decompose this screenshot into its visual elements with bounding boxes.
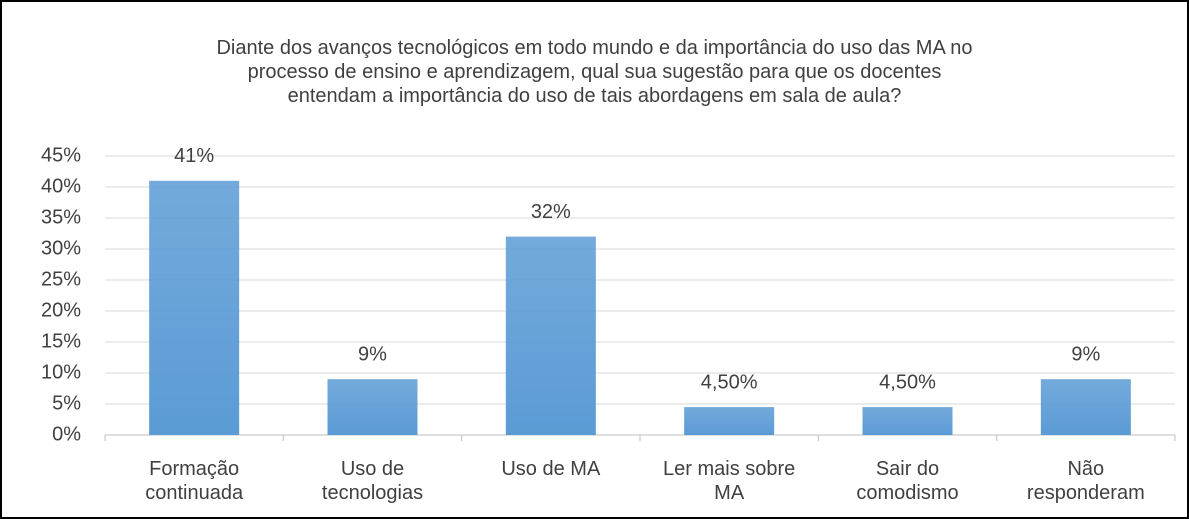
- bar: [327, 379, 418, 435]
- y-tick-label: 5%: [52, 392, 81, 414]
- y-tick-label: 40%: [41, 175, 81, 197]
- y-tick-label: 45%: [41, 144, 81, 166]
- data-label: 9%: [358, 343, 387, 365]
- x-tick-label: Não responderam: [1026, 458, 1145, 504]
- y-tick-label: 30%: [41, 237, 81, 259]
- data-label: 41%: [174, 145, 214, 167]
- bar: [505, 236, 596, 435]
- data-label: 32%: [531, 201, 571, 223]
- x-tick-label: Uso de tecnologias: [321, 458, 424, 504]
- x-tick-label: Ler mais sobre MA: [663, 458, 796, 504]
- data-label: 9%: [1071, 343, 1100, 365]
- data-label: 4,50%: [701, 371, 758, 393]
- x-tick-label: Sair do comodismo: [856, 458, 959, 504]
- bar: [149, 180, 240, 435]
- y-tick-label: 0%: [52, 423, 81, 445]
- bar: [1040, 379, 1131, 435]
- bar: [684, 407, 775, 435]
- data-label: 4,50%: [879, 371, 936, 393]
- y-tick-label: 20%: [41, 299, 81, 321]
- y-tick-label: 25%: [41, 268, 81, 290]
- y-tick-label: 35%: [41, 206, 81, 228]
- y-tick-label: 15%: [41, 330, 81, 352]
- chart-title: Diante dos avanços tecnológicos em todo …: [216, 37, 973, 107]
- x-tick-label: Formação continuada: [145, 458, 244, 504]
- bar: [862, 407, 953, 435]
- y-tick-label: 10%: [41, 361, 81, 383]
- x-tick-label: Uso de MA: [501, 458, 601, 480]
